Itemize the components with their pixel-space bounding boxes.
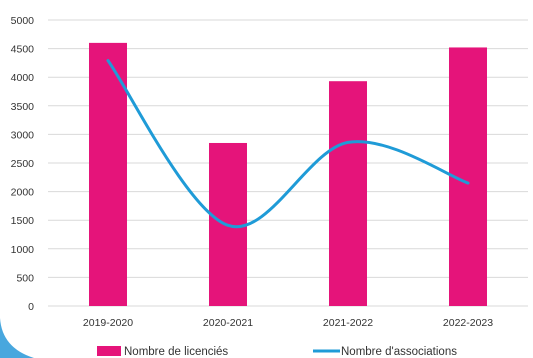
y-tick-label-2500: 2500: [11, 158, 35, 170]
y-tick-label-2000: 2000: [11, 187, 35, 199]
line-series-associations: [106, 59, 470, 229]
legend-label-associations: Nombre d'associations: [341, 346, 457, 358]
legend: Nombre de licenciés Nombre d'association…: [97, 346, 457, 358]
legend-label-licencies: Nombre de licenciés: [124, 346, 228, 358]
x-tick-label-2022-2023: 2022-2023: [443, 317, 493, 329]
y-tick-label-3000: 3000: [11, 129, 35, 141]
y-tick-label-0: 0: [28, 301, 34, 313]
line-path-associations: [106, 59, 470, 229]
bar-2021-2022: [329, 81, 367, 306]
x-tick-label-2020-2021: 2020-2021: [203, 317, 253, 329]
y-tick-label-500: 500: [16, 272, 34, 284]
grid-lines: [48, 19, 528, 307]
y-tick-label-3500: 3500: [11, 101, 35, 113]
x-tick-label-2019-2020: 2019-2020: [83, 317, 133, 329]
corner-accent-shape: [0, 318, 34, 358]
y-tick-label-5000: 5000: [11, 15, 35, 27]
bar-series-licencies: [89, 42, 487, 307]
x-tick-label-2021-2022: 2021-2022: [323, 317, 373, 329]
x-axis-tick-labels: 2019-2020 2020-2021 2021-2022 2022-2023: [83, 317, 493, 329]
y-tick-label-4000: 4000: [11, 72, 35, 84]
y-tick-label-1000: 1000: [11, 244, 35, 256]
bar-2019-2020: [89, 42, 127, 306]
y-tick-label-1500: 1500: [11, 215, 35, 227]
y-tick-label-4500: 4500: [11, 44, 35, 56]
legend-swatch-licencies: [97, 346, 121, 356]
y-axis-tick-labels: 0 500 1000 1500 2000 2500 3000 3500 4000 4500 5000: [11, 15, 35, 313]
